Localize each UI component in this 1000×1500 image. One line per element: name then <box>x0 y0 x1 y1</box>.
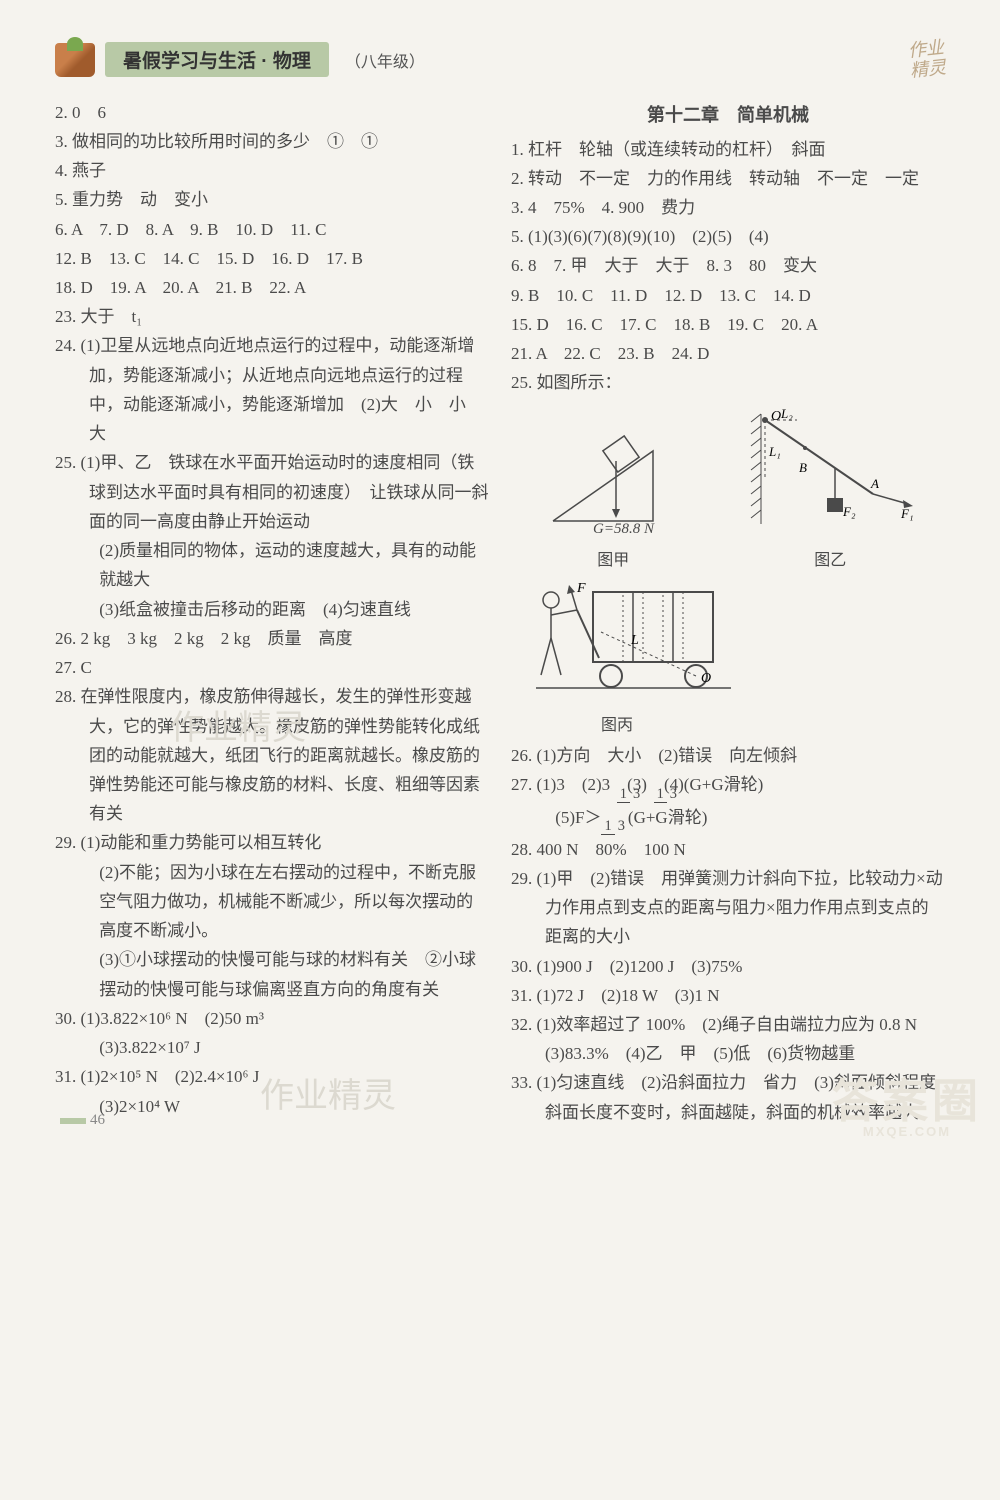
ans-29-1: 29. (1)动能和重力势能可以相互转化 <box>55 828 489 857</box>
grade-label: （八年级） <box>345 48 425 72</box>
badge-main: 答案圈 <box>832 1075 982 1127</box>
left-column: 2. 0 6 3. 做相同的功比较所用时间的多少 ① ① 4. 燕子 5. 重力… <box>55 98 489 1127</box>
svg-text:L: L <box>630 633 639 648</box>
ans-2: 2. 0 6 <box>55 98 489 127</box>
ans-23: 23. 大于 t₁ <box>55 302 489 331</box>
svg-text:B: B <box>799 460 807 475</box>
r-ans-27: 27. (1)3 (2)3 (3)13 (4)13(G+G滑轮) <box>511 770 945 802</box>
r-ans-26: 26. (1)方向 大小 (2)错误 向左倾斜 <box>511 741 945 770</box>
r-ans-5: 5. (1)(3)(6)(7)(8)(9)(10) (2)(5) (4) <box>511 222 945 251</box>
ans-4: 4. 燕子 <box>55 156 489 185</box>
answer-badge: 答案圈 MXQE.COM <box>832 1077 982 1139</box>
r-ans-28: 28. 400 N 80% 100 N <box>511 835 945 864</box>
page-number: 46 <box>60 1112 105 1129</box>
book-icon <box>55 43 95 77</box>
page-header: 暑假学习与生活 · 物理 （八年级） 作业 精灵 <box>55 40 945 80</box>
r-ans-31: 31. (1)72 J (2)18 W (3)1 N <box>511 981 945 1010</box>
ans-25-1: 25. (1)甲、乙 铁球在水平面开始运动时的速度相同（铁球到达水平面时具有相同… <box>55 448 489 536</box>
chapter-title: 第十二章 简单机械 <box>511 100 945 131</box>
ans-31-1: 31. (1)2×10⁵ N (2)2.4×10⁶ J <box>55 1062 489 1091</box>
figure-row-1: G=58.8 N 图甲 <box>511 406 945 575</box>
r-ans-9-14: 9. B 10. C 11. D 12. D 13. C 14. D <box>511 281 945 310</box>
fig-a-caption: 图甲 <box>538 547 688 575</box>
ans-27: 27. C <box>55 653 489 682</box>
fig-c-caption: 图丙 <box>601 712 945 740</box>
r-ans-27-5: (5)F＞13(G+G滑轮) <box>511 803 945 835</box>
r-ans-15-20: 15. D 16. C 17. C 18. B 19. C 20. A <box>511 310 945 339</box>
badge-url: MXQE.COM <box>832 1125 982 1139</box>
svg-text:F: F <box>576 581 586 596</box>
fig-b-caption: 图乙 <box>743 547 918 575</box>
ans-31-3: (3)2×10⁴ W <box>55 1092 489 1121</box>
r-ans-21-24: 21. A 22. C 23. B 24. D <box>511 339 945 368</box>
ans-29-2: (2)不能；因为小球在左右摆动的过程中，不断克服空气阻力做功，机械能不断减少，所… <box>55 858 489 946</box>
ans-18to22: 18. D 19. A 20. A 21. B 22. A <box>55 273 489 302</box>
svg-text:F₂: F₂ <box>842 504 856 519</box>
r-ans-2: 2. 转动 不一定 力的作用线 转动轴 不一定 一定 <box>511 164 945 193</box>
header-left: 暑假学习与生活 · 物理 （八年级） <box>55 42 425 77</box>
r-ans-3-4: 3. 4 75% 4. 900 费力 <box>511 193 945 222</box>
stamp-bot: 精灵 <box>909 58 947 81</box>
frac-1-3-c: 13 <box>601 819 627 834</box>
page-bar-icon <box>60 1118 86 1124</box>
lever-diagram-icon: O L₁ L₂ B A F₁ <box>743 406 918 536</box>
r-ans-32: 32. (1)效率超过了 100% (2)绳子自由端拉力应为 0.8 N (3)… <box>511 1010 945 1068</box>
ans-6to11: 6. A 7. D 8. A 9. B 10. D 11. C <box>55 215 489 244</box>
r-ans-29: 29. (1)甲 (2)错误 用弹簧测力计斜向下拉，比较动力×动力作用点到支点的… <box>511 864 945 952</box>
r-ans-6-8: 6. 8 7. 甲 大于 大于 8. 3 80 变大 <box>511 251 945 280</box>
ans-3: 3. 做相同的功比较所用时间的多少 ① ① <box>55 127 489 156</box>
r27-d: (5)F＞ <box>555 808 601 827</box>
ans-30-3: (3)3.822×10⁷ J <box>55 1033 489 1062</box>
r-ans-30: 30. (1)900 J (2)1200 J (3)75% <box>511 952 945 981</box>
r-ans-25: 25. 如图所示： <box>511 368 945 397</box>
ans-25-3: (3)纸盒被撞击后移动的距离 (4)匀速直线 <box>55 595 489 624</box>
svg-text:F₁: F₁ <box>900 506 913 521</box>
figure-c: F L O 图丙 <box>531 580 945 739</box>
ans-30-1: 30. (1)3.822×10⁶ N (2)50 m³ <box>55 1004 489 1033</box>
stamp-icon: 作业 精灵 <box>907 38 947 81</box>
svg-text:L₂: L₂ <box>780 406 793 421</box>
r27-c: (G+G滑轮) <box>684 775 763 794</box>
ans-25-2: (2)质量相同的物体，运动的速度越大，具有的动能就越大 <box>55 536 489 594</box>
ans-12to17: 12. B 13. C 14. C 15. D 16. D 17. B <box>55 244 489 273</box>
cart-diagram-icon: F L O <box>531 580 741 700</box>
svg-text:G=58.8 N: G=58.8 N <box>593 521 655 536</box>
svg-text:O: O <box>771 409 781 424</box>
r-ans-1: 1. 杠杆 轮轴（或连续转动的杠杆） 斜面 <box>511 135 945 164</box>
right-column: 第十二章 简单机械 1. 杠杆 轮轴（或连续转动的杠杆） 斜面 2. 转动 不一… <box>511 98 945 1127</box>
r27-e: (G+G滑轮) <box>628 808 707 827</box>
incline-diagram-icon: G=58.8 N <box>538 421 688 536</box>
figure-a: G=58.8 N 图甲 <box>538 421 688 575</box>
svg-text:A: A <box>870 476 879 491</box>
svg-text:L₁: L₁ <box>768 444 781 459</box>
ans-29-3: (3)①小球摆动的快慢可能与球的材料有关 ②小球摆动的快慢可能与球偏离竖直方向的… <box>55 945 489 1003</box>
svg-text:O: O <box>701 671 711 686</box>
ans-28: 28. 在弹性限度内，橡皮筋伸得越长，发生的弹性形变越大，它的弹性势能越大。橡皮… <box>55 682 489 828</box>
figure-b: O L₁ L₂ B A F₁ <box>743 406 918 575</box>
book-title: 暑假学习与生活 · 物理 <box>105 42 329 77</box>
ans-24: 24. (1)卫星从远地点向近地点运行的过程中，动能逐渐增加，势能逐渐减小；从近… <box>55 331 489 448</box>
ans-5: 5. 重力势 动 变小 <box>55 185 489 214</box>
content-columns: 2. 0 6 3. 做相同的功比较所用时间的多少 ① ① 4. 燕子 5. 重力… <box>55 98 945 1127</box>
ans-26: 26. 2 kg 3 kg 2 kg 2 kg 质量 高度 <box>55 624 489 653</box>
